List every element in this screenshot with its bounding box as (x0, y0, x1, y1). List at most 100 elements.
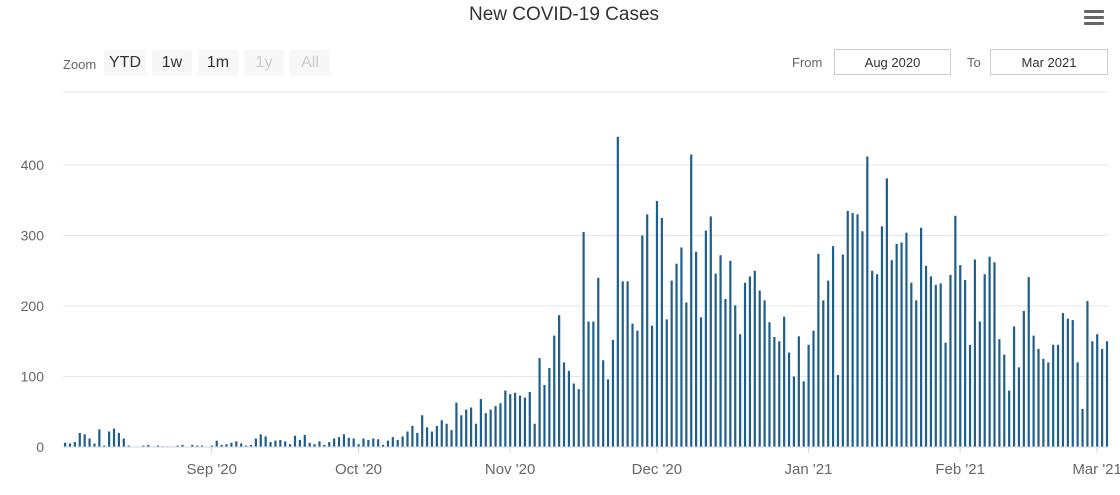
bar[interactable] (739, 334, 742, 447)
bar[interactable] (856, 214, 859, 447)
zoom-1m-button[interactable]: 1m (198, 50, 238, 76)
bar[interactable] (699, 317, 703, 447)
bar[interactable] (797, 336, 800, 447)
bar[interactable] (621, 281, 624, 447)
bar[interactable] (254, 438, 257, 447)
bar[interactable] (562, 362, 566, 447)
bar[interactable] (915, 300, 918, 447)
bar[interactable] (455, 402, 458, 447)
bar[interactable] (425, 427, 429, 447)
bar[interactable] (758, 290, 761, 447)
bar[interactable] (817, 253, 820, 447)
bar[interactable] (558, 315, 561, 447)
bar[interactable] (968, 344, 972, 447)
bar[interactable] (1105, 341, 1109, 447)
bar[interactable] (156, 445, 160, 447)
bar[interactable] (1012, 326, 1016, 447)
bar[interactable] (1091, 341, 1094, 447)
bar[interactable] (93, 443, 96, 447)
bar[interactable] (719, 255, 722, 447)
bar[interactable] (1003, 354, 1006, 447)
bar[interactable] (259, 434, 262, 447)
bar[interactable] (117, 432, 121, 447)
bar[interactable] (1022, 310, 1025, 447)
bar[interactable] (293, 435, 297, 447)
bar[interactable] (944, 342, 947, 447)
bar[interactable] (939, 283, 942, 447)
bar[interactable] (191, 444, 194, 447)
bar[interactable] (1008, 390, 1011, 447)
bar[interactable] (1032, 335, 1035, 447)
bar[interactable] (484, 413, 487, 447)
bar[interactable] (846, 210, 849, 447)
hamburger-menu-icon[interactable] (1084, 10, 1104, 26)
bar[interactable] (372, 438, 375, 447)
bar[interactable] (988, 256, 991, 447)
bar[interactable] (973, 259, 977, 447)
bar[interactable] (406, 431, 409, 447)
bar[interactable] (279, 439, 282, 447)
bar[interactable] (514, 392, 517, 447)
bar[interactable] (308, 442, 311, 447)
bar[interactable] (479, 399, 482, 447)
bar[interactable] (318, 441, 321, 447)
bar[interactable] (88, 438, 91, 447)
bar[interactable] (582, 231, 585, 447)
zoom-1w-button[interactable]: 1w (152, 50, 192, 76)
bar[interactable] (704, 230, 707, 447)
bar[interactable] (450, 430, 453, 447)
bar[interactable] (386, 440, 390, 447)
bar[interactable] (641, 235, 644, 448)
bar[interactable] (910, 282, 913, 447)
bar[interactable] (680, 247, 683, 447)
bar[interactable] (905, 232, 908, 447)
bar[interactable] (792, 376, 796, 448)
bar[interactable] (548, 368, 551, 447)
bar[interactable] (959, 265, 962, 447)
bar[interactable] (768, 322, 771, 447)
bar[interactable] (1101, 349, 1104, 447)
bar[interactable] (890, 260, 893, 447)
bar[interactable] (983, 274, 986, 447)
to-date-input[interactable]: Mar 2021 (990, 49, 1108, 75)
bar[interactable] (670, 280, 673, 447)
bar[interactable] (127, 445, 130, 447)
bar[interactable] (411, 425, 414, 447)
bar[interactable] (210, 445, 213, 447)
bar[interactable] (235, 441, 238, 447)
bar[interactable] (1061, 313, 1065, 447)
bar[interactable] (690, 154, 693, 447)
bar[interactable] (298, 439, 301, 447)
bar[interactable] (68, 443, 72, 447)
bar[interactable] (763, 300, 766, 447)
bar[interactable] (851, 212, 854, 447)
bar[interactable] (895, 243, 898, 447)
bar[interactable] (196, 445, 199, 447)
bar[interactable] (577, 389, 580, 447)
bar[interactable] (323, 444, 326, 447)
bar[interactable] (108, 431, 111, 447)
bar[interactable] (631, 323, 634, 448)
bar[interactable] (333, 438, 336, 447)
bar[interactable] (597, 277, 600, 447)
bar[interactable] (377, 439, 380, 447)
bar[interactable] (646, 214, 649, 447)
bar[interactable] (665, 319, 668, 447)
bar[interactable] (430, 431, 434, 447)
bar[interactable] (220, 444, 223, 447)
bar[interactable] (954, 215, 957, 447)
bar[interactable] (440, 420, 443, 447)
bar[interactable] (567, 370, 571, 447)
bar[interactable] (714, 273, 717, 447)
zoom-all-button[interactable]: All (290, 50, 330, 76)
bar[interactable] (200, 445, 204, 447)
bar[interactable] (347, 437, 350, 447)
bar[interactable] (112, 428, 116, 447)
bar[interactable] (470, 407, 473, 447)
bar[interactable] (445, 423, 448, 447)
bar[interactable] (381, 444, 385, 447)
bar[interactable] (929, 276, 932, 447)
bar[interactable] (73, 442, 76, 447)
bar[interactable] (885, 178, 888, 447)
bar[interactable] (861, 231, 864, 447)
